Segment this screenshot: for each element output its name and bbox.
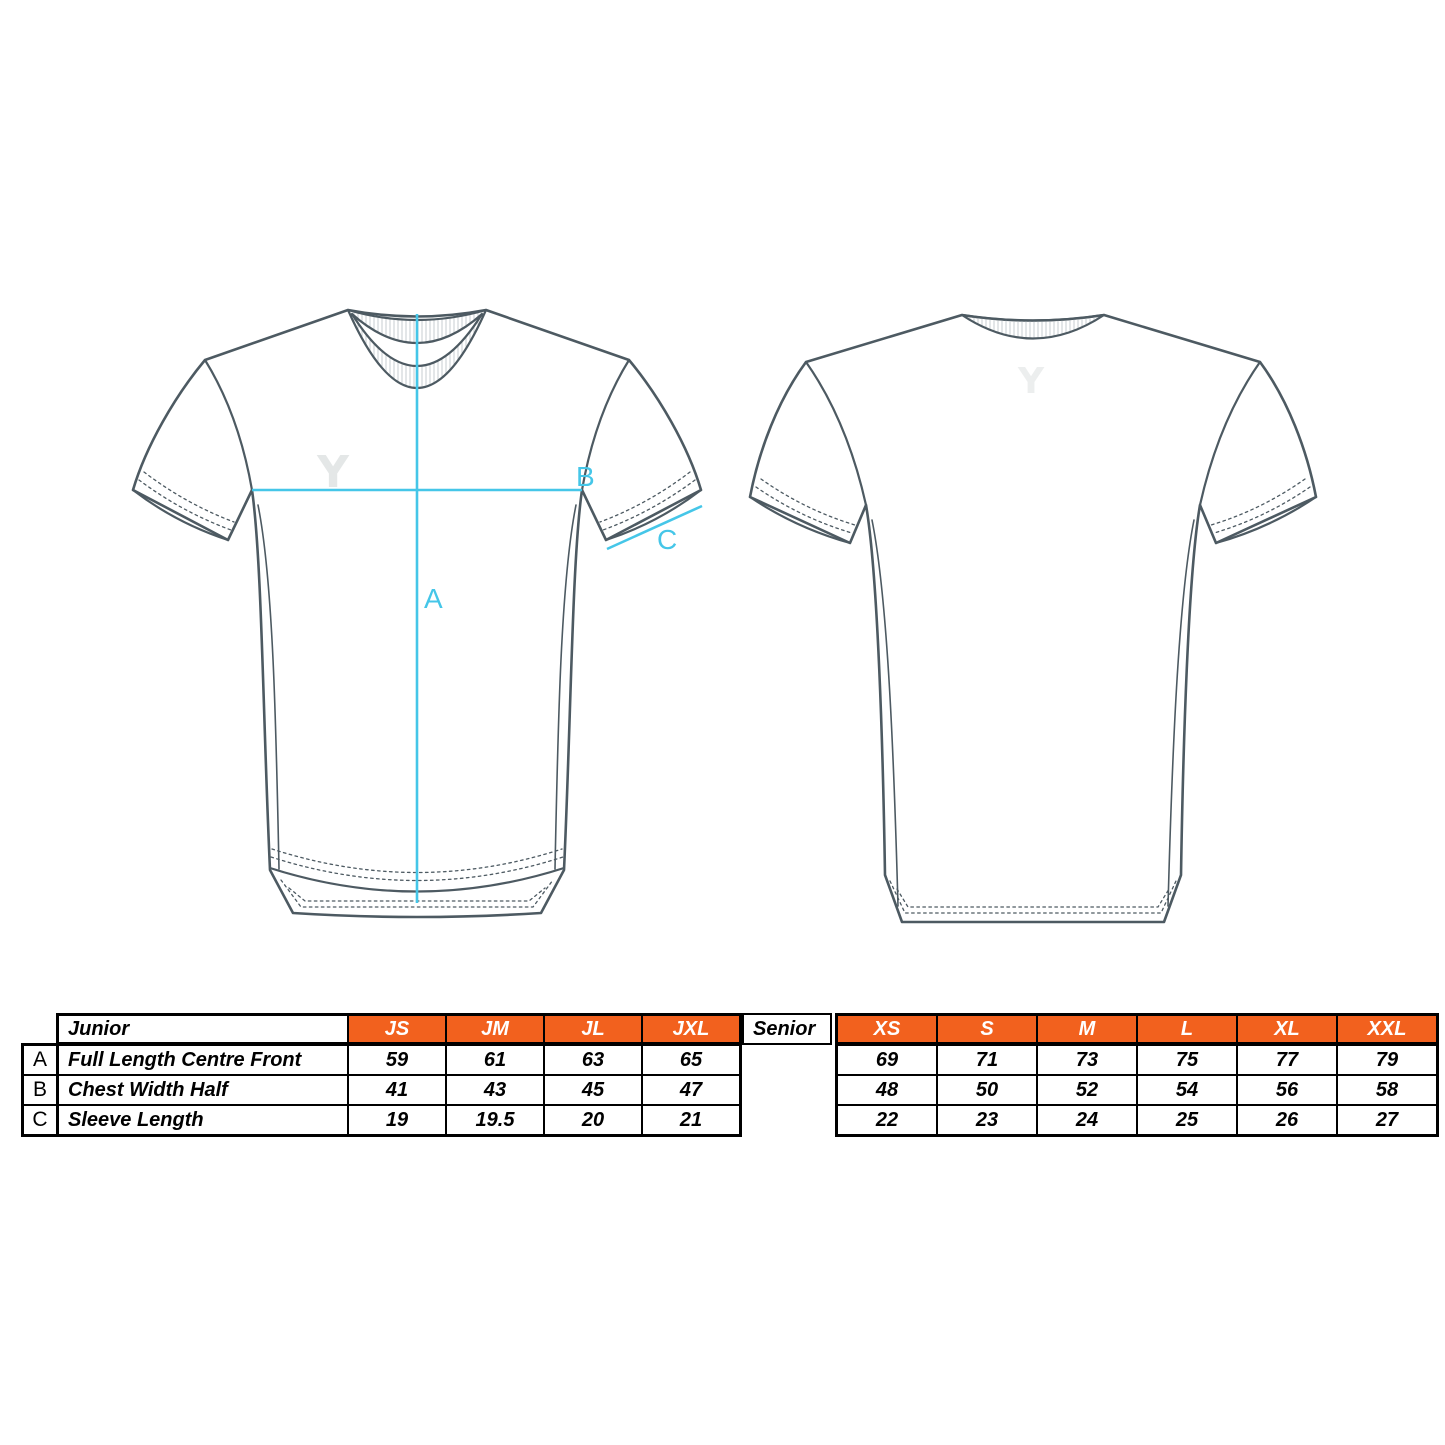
size-value: 48 bbox=[837, 1075, 937, 1105]
row-letter: A bbox=[23, 1045, 57, 1075]
size-value: 47 bbox=[642, 1075, 740, 1105]
row-letter: C bbox=[23, 1105, 57, 1135]
size-value: 21 bbox=[642, 1105, 740, 1135]
size-value: 23 bbox=[937, 1105, 1037, 1135]
measurement-line-c bbox=[606, 504, 703, 551]
back-brand-logo: Y bbox=[1017, 361, 1045, 402]
back-shirt-outline bbox=[748, 313, 1318, 924]
size-header-l: L bbox=[1137, 1015, 1237, 1045]
front-armhole-seams bbox=[203, 358, 631, 492]
size-value: 19.5 bbox=[446, 1105, 544, 1135]
size-value: 63 bbox=[544, 1045, 642, 1075]
measurement-letter-column: A B C bbox=[21, 1043, 59, 1137]
size-header-s: S bbox=[937, 1015, 1037, 1045]
size-value: 79 bbox=[1337, 1045, 1437, 1075]
junior-table-title: Junior bbox=[58, 1015, 348, 1045]
size-value: 71 bbox=[937, 1045, 1037, 1075]
size-header-jm: JM bbox=[446, 1015, 544, 1045]
size-value: 65 bbox=[642, 1045, 740, 1075]
size-value: 56 bbox=[1237, 1075, 1337, 1105]
junior-size-table: Junior JS JM JL JXL Full Length Centre F… bbox=[56, 1013, 742, 1137]
back-collar bbox=[960, 313, 1106, 340]
size-value: 50 bbox=[937, 1075, 1037, 1105]
measurement-label-a: A bbox=[424, 583, 443, 614]
size-value: 58 bbox=[1337, 1075, 1437, 1105]
size-value: 69 bbox=[837, 1045, 937, 1075]
row-letter: B bbox=[23, 1075, 57, 1105]
size-value: 77 bbox=[1237, 1045, 1337, 1075]
size-value: 24 bbox=[1037, 1105, 1137, 1135]
size-value: 22 bbox=[837, 1105, 937, 1135]
back-shirt-drawing: Y bbox=[748, 313, 1318, 924]
size-header-js: JS bbox=[348, 1015, 446, 1045]
measurement-row-label: Chest Width Half bbox=[58, 1075, 348, 1105]
size-header-jl: JL bbox=[544, 1015, 642, 1045]
size-header-xs: XS bbox=[837, 1015, 937, 1045]
senior-table-title: Senior bbox=[742, 1013, 832, 1045]
measurement-row-label: Sleeve Length bbox=[58, 1105, 348, 1135]
size-header-jxl: JXL bbox=[642, 1015, 740, 1045]
measurement-label-b: B bbox=[576, 461, 595, 492]
back-armhole-seams bbox=[804, 360, 1262, 507]
size-value: 54 bbox=[1137, 1075, 1237, 1105]
size-value: 19 bbox=[348, 1105, 446, 1135]
size-value: 59 bbox=[348, 1045, 446, 1075]
measurement-row-label: Full Length Centre Front bbox=[58, 1045, 348, 1075]
size-value: 26 bbox=[1237, 1105, 1337, 1135]
size-value: 43 bbox=[446, 1075, 544, 1105]
size-header-xl: XL bbox=[1237, 1015, 1337, 1045]
size-value: 20 bbox=[544, 1105, 642, 1135]
size-value: 45 bbox=[544, 1075, 642, 1105]
size-value: 41 bbox=[348, 1075, 446, 1105]
senior-size-table: XS S M L XL XXL 69 71 73 75 77 79 48 50 … bbox=[835, 1013, 1439, 1137]
size-value: 52 bbox=[1037, 1075, 1137, 1105]
size-header-m: M bbox=[1037, 1015, 1137, 1045]
size-value: 73 bbox=[1037, 1045, 1137, 1075]
measurement-label-c: C bbox=[657, 524, 677, 555]
front-shirt-drawing: Y A B C bbox=[131, 308, 703, 919]
size-value: 61 bbox=[446, 1045, 544, 1075]
size-value: 27 bbox=[1337, 1105, 1437, 1135]
size-value: 75 bbox=[1137, 1045, 1237, 1075]
size-header-xxl: XXL bbox=[1337, 1015, 1437, 1045]
size-value: 25 bbox=[1137, 1105, 1237, 1135]
